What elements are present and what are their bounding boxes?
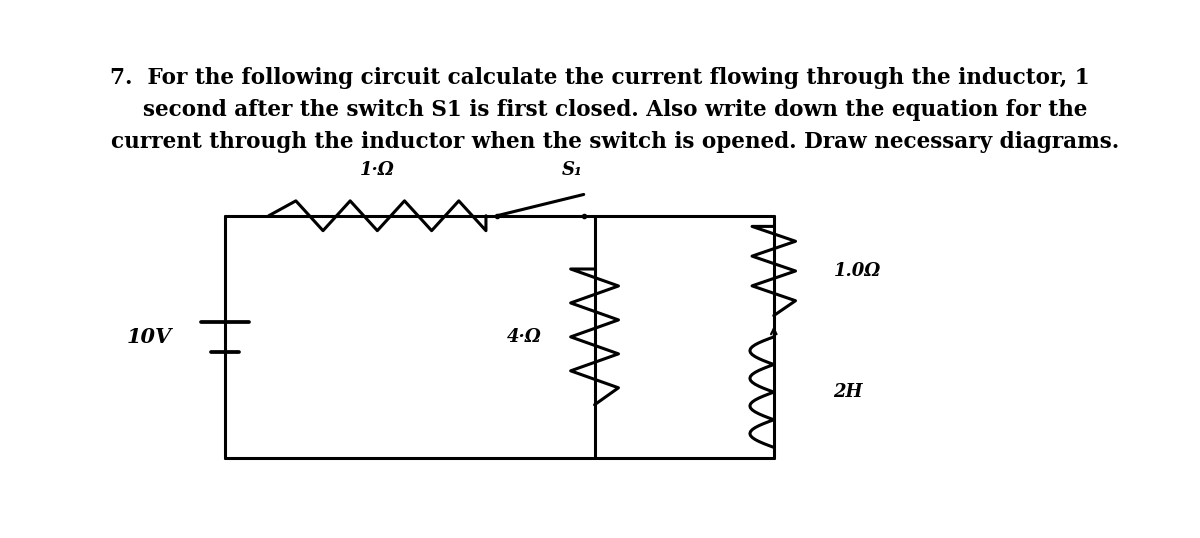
Text: 1.0Ω: 1.0Ω <box>834 262 881 280</box>
Text: 10V: 10V <box>127 327 172 347</box>
Text: 2H: 2H <box>834 383 863 401</box>
Text: 1·Ω: 1·Ω <box>360 161 395 180</box>
Text: 7.  For the following circuit calculate the current flowing through the inductor: 7. For the following circuit calculate t… <box>80 67 1120 153</box>
Text: 4·Ω: 4·Ω <box>506 328 541 346</box>
Text: S₁: S₁ <box>562 161 583 180</box>
